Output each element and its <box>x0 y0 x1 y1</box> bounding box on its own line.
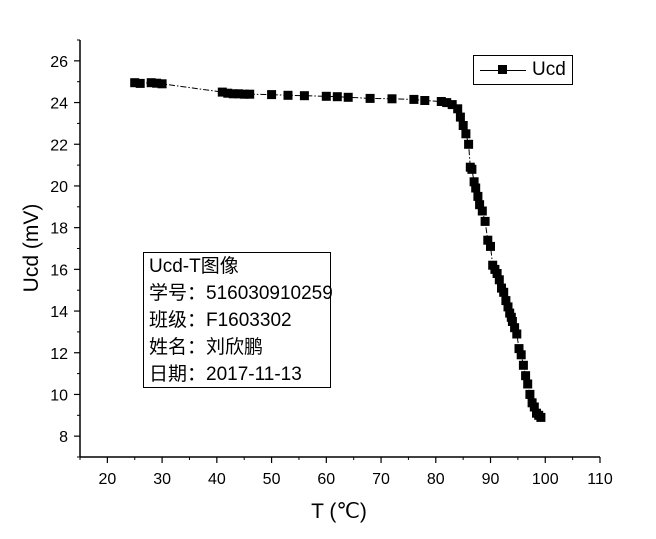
data-point <box>135 78 145 88</box>
data-point <box>483 235 493 245</box>
info-date: 日期：2017-11-13 <box>149 364 302 385</box>
data-point <box>525 389 535 399</box>
data-point <box>486 241 495 251</box>
data-point <box>471 183 481 193</box>
x-tick-label: 100 <box>532 471 559 488</box>
x-tick-label: 20 <box>98 471 116 488</box>
data-point <box>436 97 446 106</box>
data-point <box>299 91 309 101</box>
data-point <box>245 89 255 99</box>
data-point <box>455 112 465 122</box>
x-tick-label: 90 <box>482 471 500 488</box>
data-point <box>217 87 227 97</box>
x-tick-label: 110 <box>587 471 613 488</box>
y-tick-label: 26 <box>50 54 68 71</box>
data-point <box>152 78 162 88</box>
data-point <box>521 371 531 381</box>
y-tick-label: 8 <box>59 429 68 446</box>
data-point <box>507 317 517 326</box>
info-class: 班级：F1603302 <box>149 310 292 331</box>
x-axis-label: T (℃) <box>311 500 367 523</box>
legend-label: Ucd <box>532 59 566 80</box>
data-point <box>387 94 397 104</box>
data-point <box>157 79 167 89</box>
data-point <box>343 92 353 102</box>
data-point <box>529 402 539 412</box>
data-point <box>467 164 477 174</box>
data-point <box>501 296 511 306</box>
data-point <box>503 302 513 312</box>
data-point <box>464 139 474 149</box>
data-point <box>420 96 430 105</box>
series-layer <box>130 78 546 422</box>
series-line <box>134 82 542 418</box>
info-name: 姓名：刘欣鹏 <box>149 337 264 358</box>
data-point <box>223 88 233 98</box>
data-point <box>477 206 487 216</box>
data-point <box>239 89 249 99</box>
data-point <box>409 94 419 104</box>
data-point <box>499 287 509 297</box>
y-tick-label: 20 <box>50 179 68 196</box>
legend-square-marker-icon <box>498 65 507 74</box>
data-point <box>228 89 238 99</box>
y-tick-label: 22 <box>50 137 68 154</box>
data-point <box>461 129 471 139</box>
x-tick-label: 60 <box>317 471 335 488</box>
data-point <box>512 329 522 339</box>
data-point <box>510 323 520 333</box>
y-tick-label: 10 <box>50 387 68 404</box>
data-point <box>321 91 331 101</box>
data-point <box>130 78 140 88</box>
y-tick-label: 12 <box>50 346 68 363</box>
info-box: Ucd-T图像 学号：516030910259 班级：F1603302 姓名：刘… <box>143 252 333 388</box>
axes: 20 30 40 50 60 70 80 90 100 110 8 10 12 14 16 18 20 22 24 2… <box>50 39 613 488</box>
data-point <box>447 100 457 110</box>
legend: Ucd <box>473 55 573 85</box>
data-point <box>516 350 526 360</box>
data-point <box>267 90 277 100</box>
info-student-id: 学号：516030910259 <box>149 283 333 304</box>
data-point <box>492 269 502 278</box>
y-tick-label: 14 <box>50 304 68 321</box>
data-point <box>453 104 463 114</box>
data-point <box>514 344 524 354</box>
y-axis-label: Ucd (mV) <box>20 204 43 293</box>
y-tick-label: 16 <box>50 262 68 279</box>
data-point <box>458 121 468 130</box>
x-tick-label: 40 <box>208 471 226 488</box>
data-point <box>473 191 483 201</box>
data-point <box>518 360 528 370</box>
x-tick-label: 50 <box>263 471 281 488</box>
y-tick-label: 18 <box>50 221 68 238</box>
info-title: Ucd-T图像 <box>149 256 239 277</box>
x-tick-label: 80 <box>427 471 445 488</box>
data-point <box>536 412 546 422</box>
x-tick-label: 30 <box>153 471 171 488</box>
data-point <box>475 200 485 210</box>
data-point <box>494 275 504 285</box>
y-tick-label: 24 <box>50 96 68 113</box>
data-point <box>283 90 293 100</box>
data-point <box>442 98 452 108</box>
data-point <box>480 216 490 226</box>
data-point <box>146 78 156 88</box>
data-point <box>469 177 479 187</box>
data-point <box>523 379 533 389</box>
data-point <box>332 92 342 102</box>
data-point <box>365 93 375 103</box>
x-tick-label: 70 <box>372 471 390 488</box>
data-point <box>234 89 244 99</box>
